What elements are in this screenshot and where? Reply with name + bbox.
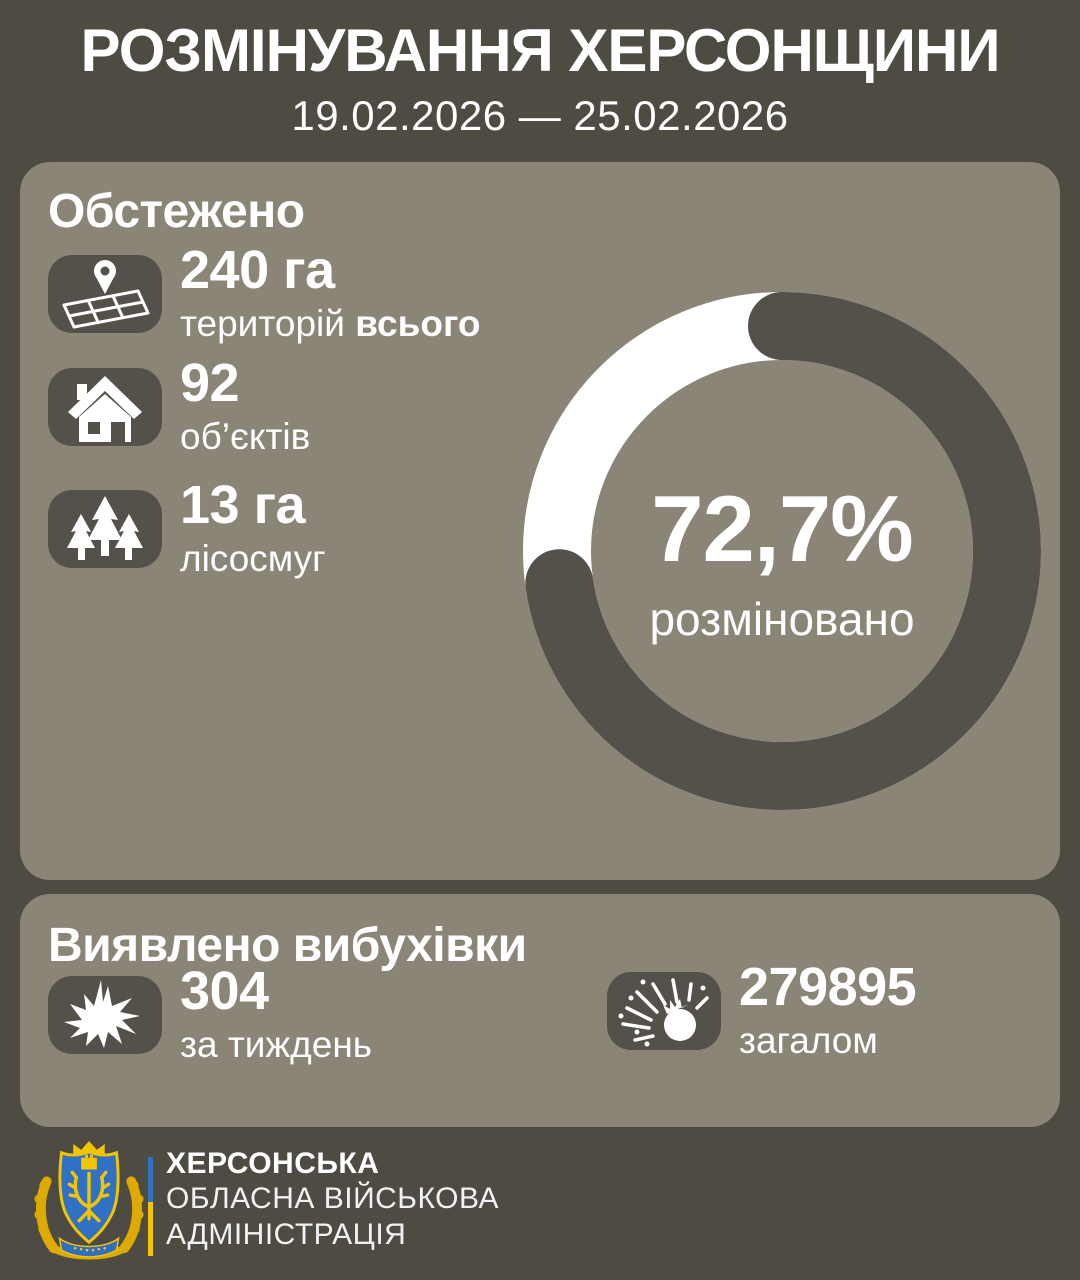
house-icon (48, 368, 162, 446)
total-label: загалом (739, 1020, 878, 1061)
surveyed-heading: Обстежено (48, 185, 305, 238)
territory-label: територій всього (180, 303, 481, 344)
forest-label: лісосмуг (180, 538, 326, 579)
objects-label: об’єктів (180, 416, 311, 457)
flag-yellow-bar (148, 1202, 153, 1256)
stat-total-row: 279895 загалом (607, 959, 917, 1061)
footer: ХЕРСОНСЬКА ОБЛАСНА ВІЙСЬКОВА АДМІНІСТРАЦ… (0, 1128, 1080, 1280)
explosion-icon (48, 976, 162, 1054)
explosives-heading: Виявлено вибухівки (48, 919, 527, 972)
report-period: 19.02.2026 — 25.02.2026 (291, 92, 789, 139)
stat-week-row: 304 за тиждень (48, 963, 373, 1065)
week-label: за тиждень (180, 1024, 373, 1065)
donut-filled-arc (523, 292, 1041, 810)
week-value: 304 (180, 961, 269, 1021)
org-line-3: АДМІНІСТРАЦІЯ (166, 1217, 407, 1251)
map-pin-icon (48, 255, 162, 333)
forest-value: 13 га (180, 475, 306, 535)
explosives-panel: Виявлено вибухівки 304 за тиждень (20, 894, 1060, 1127)
donut-percent-label: 72,7% (651, 476, 914, 581)
territory-value: 240 га (180, 240, 335, 300)
organization-name: ХЕРСОНСЬКА ОБЛАСНА ВІЙСЬКОВА АДМІНІСТРАЦ… (166, 1146, 499, 1252)
stat-territory-row: 240 га територій всього (48, 242, 481, 344)
stat-objects-row: 92 об’єктів (48, 355, 311, 457)
bomb-icon (607, 972, 721, 1050)
objects-value: 92 (180, 353, 240, 413)
flag-blue-bar (148, 1157, 153, 1202)
trees-icon (48, 490, 162, 568)
org-line-2: ОБЛАСНА ВІЙСЬКОВА (166, 1182, 499, 1215)
demined-donut-chart: 72,7% розміновано (522, 291, 1042, 811)
page-title: РОЗМІНУВАННЯ ХЕРСОНЩИНИ (80, 17, 1000, 84)
total-value: 279895 (739, 957, 917, 1017)
donut-caption: розміновано (649, 593, 915, 645)
surveyed-panel: Обстежено 240 га територій всьог (20, 162, 1060, 880)
stat-forest-row: 13 га лісосмуг (48, 477, 326, 579)
flag-divider (148, 1157, 153, 1256)
kherson-coat-of-arms (34, 1141, 144, 1260)
org-line-1: ХЕРСОНСЬКА (166, 1147, 380, 1180)
